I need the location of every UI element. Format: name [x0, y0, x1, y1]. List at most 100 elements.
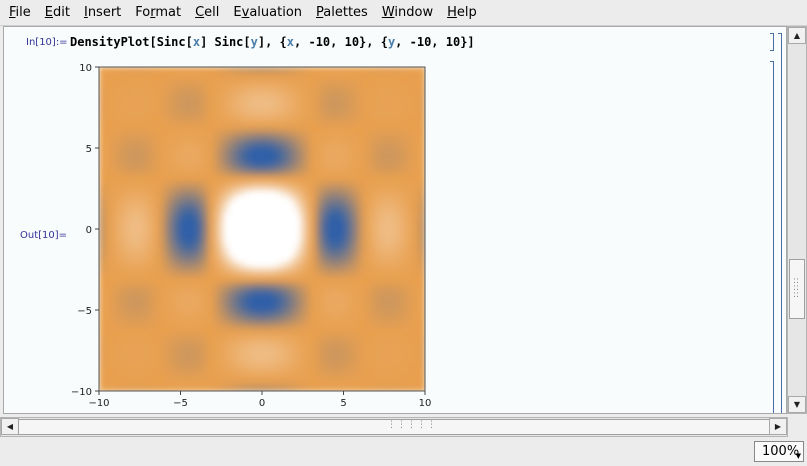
- density-cell: [99, 283, 106, 289]
- density-cell: [392, 180, 399, 187]
- density-cell: [158, 266, 165, 273]
- density-cell: [196, 288, 203, 295]
- density-cell: [305, 67, 312, 73]
- density-cell: [327, 196, 334, 203]
- density-cell: [240, 304, 247, 311]
- density-cell: [175, 331, 182, 338]
- density-cell: [240, 131, 247, 138]
- density-cell: [408, 137, 415, 144]
- density-cell: [343, 234, 350, 241]
- scroll-right-icon[interactable]: ▶: [769, 418, 787, 435]
- density-cell: [305, 202, 312, 208]
- density-cell: [300, 283, 307, 289]
- vertical-scroll-thumb[interactable]: ::::::: [789, 259, 805, 319]
- density-cell: [223, 250, 230, 257]
- menu-item-window[interactable]: Window: [381, 5, 434, 20]
- density-cell: [180, 131, 187, 138]
- density-cell: [365, 337, 372, 343]
- density-cell: [229, 245, 236, 252]
- density-cell: [376, 385, 383, 391]
- density-cell: [419, 234, 425, 241]
- density-cell: [327, 266, 334, 273]
- density-cell: [392, 342, 399, 349]
- density-cell: [158, 185, 165, 192]
- density-cell: [147, 110, 154, 117]
- density-cell: [403, 256, 410, 262]
- density-cell: [213, 148, 220, 154]
- density-cell: [251, 229, 258, 235]
- density-cell: [180, 185, 187, 192]
- menu-item-help[interactable]: Help: [447, 5, 477, 20]
- zoom-selector[interactable]: 100% ▼: [754, 441, 804, 462]
- density-cell: [381, 385, 388, 391]
- density-cell: [283, 131, 290, 138]
- density-cell: [256, 239, 263, 246]
- menu-item-format[interactable]: Format: [135, 5, 182, 20]
- density-cell: [109, 175, 116, 181]
- density-cell: [223, 385, 230, 391]
- density-cell: [338, 223, 345, 230]
- density-cell: [262, 72, 269, 79]
- density-cell: [99, 229, 106, 235]
- scroll-left-icon[interactable]: ◀: [1, 418, 19, 435]
- input-code[interactable]: DensityPlot[Sinc[x] Sinc[y], {x, -10, 10…: [70, 35, 475, 49]
- density-cell: [153, 207, 160, 214]
- density-cell: [403, 229, 410, 235]
- density-cell: [99, 293, 106, 300]
- density-cell: [294, 261, 301, 268]
- menu-item-file[interactable]: File: [9, 5, 31, 20]
- density-cell: [305, 272, 312, 279]
- density-cell: [327, 115, 334, 122]
- density-cell: [262, 164, 269, 171]
- density-cell: [310, 185, 317, 192]
- scroll-up-icon[interactable]: ▲: [788, 27, 806, 44]
- density-cell: [256, 293, 263, 300]
- density-cell: [240, 218, 247, 225]
- density-cell: [158, 115, 165, 122]
- density-cell: [256, 169, 263, 176]
- group-cell-bracket[interactable]: [778, 33, 782, 413]
- density-cell: [245, 245, 252, 252]
- output-cell-bracket[interactable]: [770, 61, 774, 413]
- density-cell: [262, 88, 269, 95]
- menu-item-edit[interactable]: Edit: [44, 5, 70, 20]
- density-cell: [153, 331, 160, 338]
- menu-item-cell[interactable]: Cell: [195, 5, 220, 20]
- density-cell: [370, 72, 377, 79]
- horizontal-scroll-thumb[interactable]: ⋮⋮⋮⋮⋮: [18, 419, 772, 435]
- density-cell: [229, 283, 236, 289]
- density-cell: [403, 126, 410, 133]
- density-cell: [99, 180, 106, 187]
- density-cell: [305, 115, 312, 122]
- vertical-scrollbar[interactable]: ▲ :::::: ▼: [787, 26, 807, 414]
- density-cell: [153, 104, 160, 111]
- density-cell: [386, 234, 393, 241]
- density-cell: [109, 218, 116, 225]
- density-cell: [376, 218, 383, 225]
- density-cell: [158, 207, 165, 214]
- density-cell: [191, 67, 198, 73]
- menu-item-palettes[interactable]: Palettes: [316, 5, 368, 20]
- density-cell: [397, 99, 404, 106]
- density-cell: [213, 245, 220, 252]
- density-cell: [278, 126, 285, 133]
- density-cell: [120, 299, 127, 306]
- density-cell: [120, 218, 127, 225]
- menu-item-evaluation[interactable]: Evaluation: [233, 5, 303, 20]
- density-cell: [262, 180, 269, 187]
- input-cell-bracket[interactable]: [770, 33, 774, 51]
- menu-item-insert[interactable]: Insert: [83, 5, 122, 20]
- density-cell: [283, 320, 290, 327]
- density-cell: [175, 385, 182, 391]
- density-cell: [240, 239, 247, 246]
- density-cell: [381, 256, 388, 262]
- density-cell: [223, 99, 230, 106]
- density-cell: [327, 180, 334, 187]
- density-cell: [180, 234, 187, 241]
- density-cell: [316, 207, 323, 214]
- density-cell: [147, 326, 154, 333]
- density-cell: [267, 142, 274, 149]
- scroll-down-icon[interactable]: ▼: [788, 396, 806, 413]
- density-cell: [343, 126, 350, 133]
- horizontal-scrollbar[interactable]: ◀ ⋮⋮⋮⋮⋮ ▶: [0, 417, 788, 437]
